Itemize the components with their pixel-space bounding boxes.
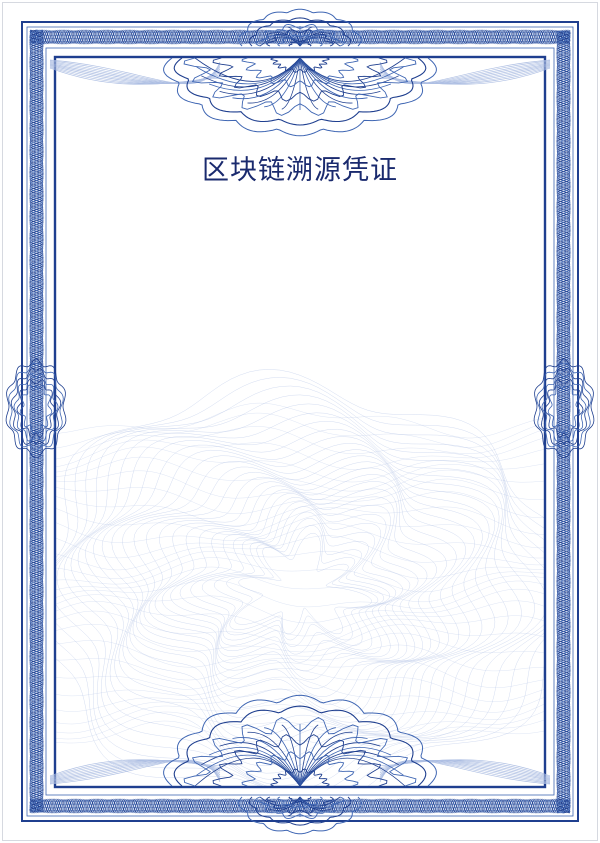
inner-frame-line [53,55,547,789]
outer-frame-line [21,21,579,822]
inner-frame-thin-line [45,47,555,796]
guilloche-watermark-icon [56,369,544,786]
left-guilloche-medallion-icon [5,358,67,458]
right-guilloche-medallion-icon [533,358,595,458]
bottom-guilloche-rosette-icon [49,694,551,835]
certificate-title: 区块链溯源凭证 [202,155,398,186]
guilloche-border-band [28,29,572,814]
top-guilloche-rosette-icon [49,8,551,137]
